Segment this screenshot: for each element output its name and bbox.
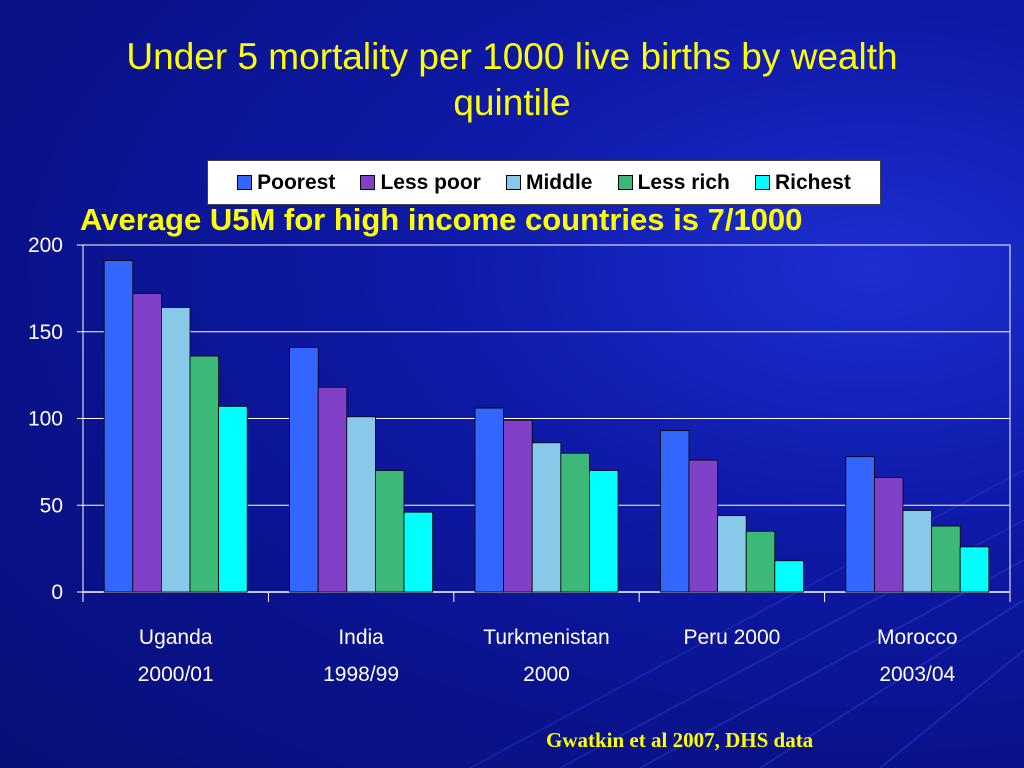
legend-label: Less poor: [380, 170, 481, 194]
legend-swatch: [754, 175, 770, 190]
legend-item: Richest: [754, 170, 851, 195]
bar-less-rich: [189, 355, 220, 593]
bar-poorest: [474, 407, 505, 593]
bar-less-poor: [503, 419, 533, 593]
x-category-sublabel: 2003/04: [879, 663, 955, 686]
bar-poorest: [289, 346, 319, 593]
bar-less-poor: [317, 386, 348, 593]
x-category-sublabel: 1998/99: [323, 663, 399, 686]
legend-item: Poorest: [237, 171, 335, 195]
page-title: Under 5 mortality per 1000 live births b…: [0, 34, 1024, 126]
chart-subtitle: Average U5M for high income countries is…: [80, 202, 803, 237]
title-line-2: quintile: [453, 82, 571, 123]
legend-item: Middle: [505, 170, 593, 195]
x-category-sublabel: 2000/01: [138, 663, 214, 686]
bar-middle: [717, 515, 747, 593]
bar-middle: [160, 307, 191, 593]
bar-richest: [218, 405, 248, 593]
legend-swatch: [505, 175, 521, 190]
x-category-label: Peru 2000: [683, 626, 780, 649]
bar-poorest: [103, 260, 134, 593]
legend-swatch: [617, 175, 633, 190]
bar-less-poor: [874, 477, 904, 593]
bar-less-rich: [745, 530, 776, 593]
legend-swatch: [360, 175, 376, 190]
x-category-label: India: [338, 626, 384, 649]
bar-less-rich: [560, 452, 590, 593]
chart-legend: Poorest Less poor Middle Less rich Richest: [207, 160, 881, 205]
legend-item: Less rich: [617, 170, 730, 195]
bar-poorest: [845, 456, 875, 593]
x-category-sublabel: 2000: [523, 663, 570, 686]
bar-less-poor: [132, 293, 162, 593]
y-tick-label: 100: [28, 408, 63, 431]
bar-richest: [774, 560, 804, 593]
bar-less-rich: [374, 470, 405, 593]
bar-less-poor: [688, 459, 719, 593]
legend-label: Poorest: [257, 170, 336, 194]
legend-label: Richest: [774, 170, 851, 194]
bar-middle: [902, 510, 933, 593]
y-tick-label: 150: [28, 321, 63, 344]
title-line-1: Under 5 mortality per 1000 live births b…: [126, 36, 898, 77]
bar-richest: [959, 546, 990, 593]
legend-swatch: [237, 175, 253, 190]
x-category-label: Turkmenistan: [483, 626, 609, 649]
y-tick-label: 0: [51, 581, 63, 604]
legend-label: Less rich: [637, 170, 730, 194]
y-tick-label: 200: [28, 234, 63, 257]
bar-richest: [589, 470, 619, 593]
bar-poorest: [660, 430, 690, 593]
bar-richest: [403, 511, 434, 593]
y-tick-label: 50: [40, 494, 63, 517]
bar-middle: [531, 442, 562, 593]
x-category-label: Uganda: [139, 626, 213, 649]
x-category-label: Morocco: [877, 626, 958, 649]
source-citation: Gwatkin et al 2007, DHS data: [546, 728, 814, 752]
legend-label: Middle: [525, 170, 593, 194]
legend-item: Less poor: [360, 170, 481, 195]
bar-less-rich: [931, 525, 961, 593]
bar-middle: [346, 416, 376, 593]
